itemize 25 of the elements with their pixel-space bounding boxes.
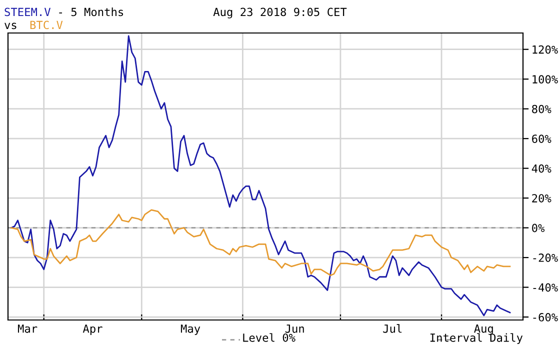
text: Interval Daily	[430, 333, 523, 344]
y-tick-label: 80%	[532, 104, 552, 114]
text: STEEM.V	[4, 8, 51, 16]
y-tick-label: 0%	[532, 224, 545, 232]
x-tick-label: Jul	[383, 324, 402, 333]
y-tick-label: -20%	[533, 254, 558, 262]
y-tick-label: 60%	[532, 134, 552, 143]
y-tick-label: -60%	[533, 313, 558, 322]
x-tick-label: Mar	[18, 324, 38, 333]
x-tick-label: Aug	[474, 324, 493, 335]
y-tick-label: 120%	[532, 45, 558, 54]
x-tick-label: Jun	[285, 324, 304, 333]
text: Aug 23 2018 9:05 CET	[213, 8, 347, 18]
y-tick-label: 100%	[532, 75, 558, 84]
line-series	[10, 209, 511, 276]
chart-title: - 5 Months	[59, 8, 124, 16]
y-tick-label: 40%	[532, 164, 552, 173]
y-tick-label: 20%	[532, 194, 552, 202]
chart-subtitle: vs	[4, 22, 16, 30]
line-series	[10, 35, 511, 316]
x-tick-label: Apr	[82, 324, 102, 335]
y-tick-label: -40%	[533, 283, 558, 292]
legend-label: Level 0%	[243, 333, 296, 342]
text: BTC.V	[30, 20, 63, 30]
x-tick-label: May	[180, 324, 200, 335]
